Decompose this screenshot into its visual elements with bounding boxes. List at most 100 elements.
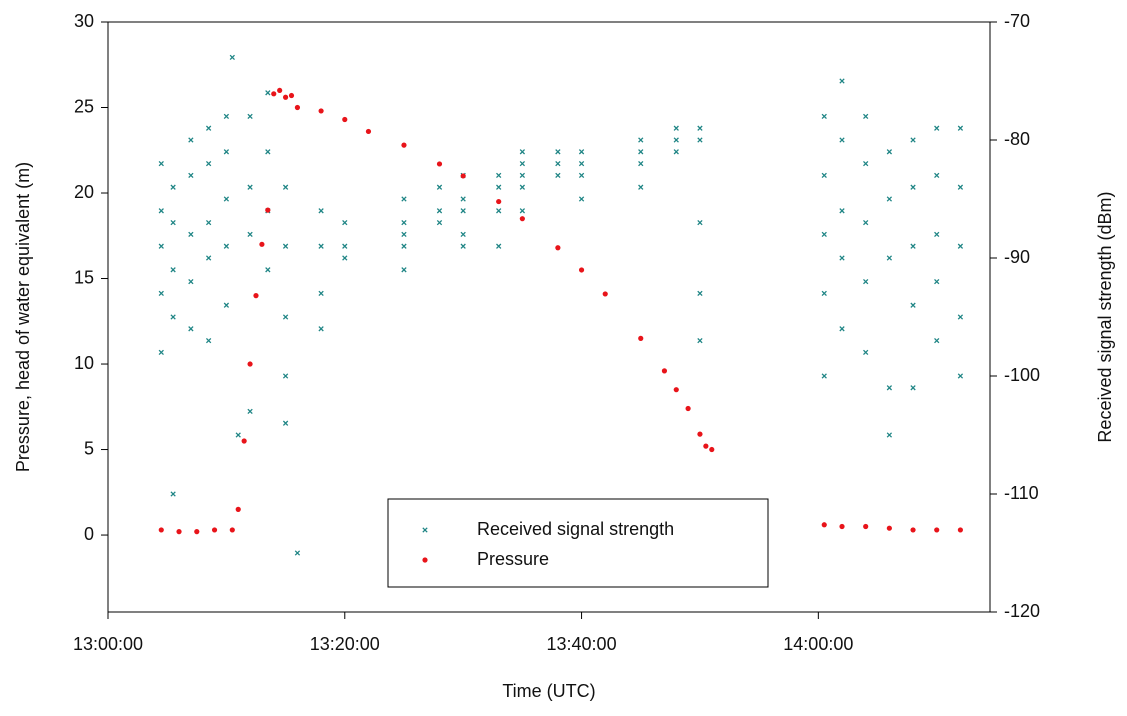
data-point <box>294 550 301 556</box>
data-point <box>265 90 271 96</box>
data-point <box>223 243 230 249</box>
y2-axis-title: Received signal strength (dBm) <box>1095 191 1115 442</box>
data-point <box>188 137 194 143</box>
data-point <box>673 125 679 131</box>
legend-label: Pressure <box>477 549 549 569</box>
data-point <box>170 491 176 497</box>
data-point <box>401 142 407 148</box>
data-point <box>436 219 443 226</box>
data-point <box>247 113 253 120</box>
data-point <box>957 373 964 379</box>
data-point <box>821 373 827 379</box>
data-point <box>205 219 212 226</box>
data-point <box>460 231 466 238</box>
y2-tick-label: -120 <box>1004 601 1040 621</box>
data-point <box>277 87 283 94</box>
data-point <box>288 92 295 99</box>
data-point <box>886 196 893 202</box>
data-point <box>886 525 892 531</box>
data-point <box>638 335 644 341</box>
data-point <box>519 160 526 167</box>
data-point <box>265 267 271 273</box>
data-point <box>661 368 668 374</box>
data-point <box>839 255 845 261</box>
data-point <box>496 243 502 249</box>
data-point <box>294 104 301 111</box>
data-point <box>697 125 703 131</box>
y-tick-label: 30 <box>74 11 94 31</box>
data-point <box>247 184 253 190</box>
data-point <box>318 326 324 332</box>
data-point <box>821 113 827 120</box>
data-point <box>673 387 679 393</box>
data-point <box>342 255 348 261</box>
data-point <box>863 113 869 120</box>
data-point <box>703 443 709 449</box>
data-point <box>401 219 407 226</box>
data-point <box>934 337 940 344</box>
data-point <box>638 184 644 190</box>
data-point <box>188 326 194 332</box>
data-point <box>158 349 164 356</box>
data-point <box>863 278 869 285</box>
data-point <box>602 291 608 297</box>
data-point <box>673 137 679 143</box>
data-point <box>342 243 348 249</box>
data-point <box>934 125 940 131</box>
data-point <box>205 160 212 167</box>
data-point <box>638 149 644 155</box>
data-point <box>170 184 176 190</box>
data-point <box>863 349 869 356</box>
legend-box <box>387 498 769 588</box>
data-point <box>401 243 407 249</box>
y-tick-label: 5 <box>84 438 94 458</box>
data-point <box>496 184 502 190</box>
data-point <box>886 385 893 391</box>
data-point <box>863 160 869 167</box>
x-tick-label: 13:00:00 <box>73 634 143 654</box>
data-point <box>235 506 241 512</box>
y2-tick-label: -80 <box>1004 129 1030 149</box>
x-axis-title: Time (UTC) <box>502 681 595 701</box>
data-point <box>496 208 502 214</box>
data-point <box>555 160 561 167</box>
legend-marker <box>422 527 428 533</box>
data-point <box>697 137 703 143</box>
data-point <box>205 337 212 344</box>
data-point <box>697 431 703 437</box>
data-point <box>436 208 443 214</box>
data-point <box>211 527 218 533</box>
data-point <box>365 128 372 135</box>
data-point <box>555 172 561 179</box>
data-point <box>673 149 679 155</box>
data-point <box>223 113 230 120</box>
data-point <box>697 290 703 297</box>
data-point <box>188 172 194 179</box>
data-point <box>957 125 964 131</box>
data-point <box>188 231 194 238</box>
data-point <box>229 527 235 533</box>
x-tick-label: 14:00:00 <box>783 634 853 654</box>
data-point <box>839 137 845 143</box>
data-point <box>821 172 827 179</box>
data-point <box>886 149 893 155</box>
data-point <box>839 326 845 332</box>
data-point <box>685 405 691 412</box>
data-point <box>265 149 271 155</box>
data-point <box>863 219 869 226</box>
data-point <box>934 172 940 179</box>
data-point <box>223 302 230 308</box>
data-point <box>158 290 164 297</box>
data-point <box>436 161 443 167</box>
data-point <box>282 184 289 190</box>
data-point <box>578 172 585 179</box>
data-point <box>638 160 644 167</box>
data-point <box>934 231 940 238</box>
data-point <box>910 302 916 308</box>
data-point <box>697 219 703 226</box>
y-tick-label: 15 <box>74 267 94 287</box>
data-point <box>176 529 182 535</box>
y2-tick-label: -70 <box>1004 11 1030 31</box>
data-point <box>821 231 827 238</box>
